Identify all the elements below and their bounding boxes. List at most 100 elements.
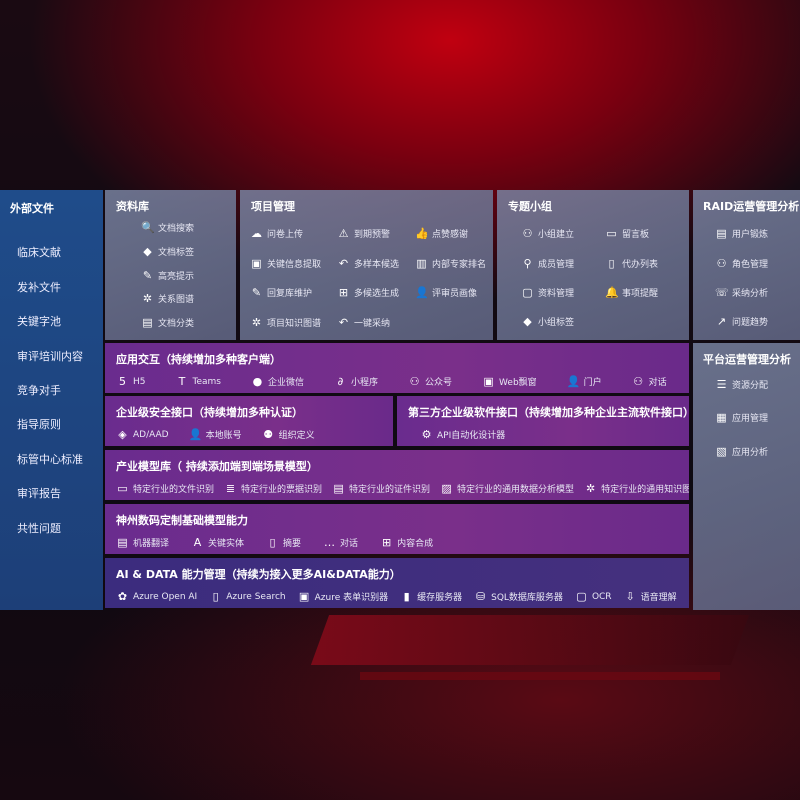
panel-title: 外部文件 bbox=[10, 202, 54, 215]
industry-item-4[interactable]: ✲ 特定行业的通用知识图谱模型 bbox=[584, 482, 689, 495]
project-item-5[interactable]: ▥ 内部专家排名 bbox=[415, 257, 486, 270]
platform-item-0[interactable]: ☰ 资源分配 bbox=[715, 378, 768, 391]
project-item-6[interactable]: ✎ 回复库维护 bbox=[250, 286, 312, 299]
sidebar-item-7[interactable]: 审评报告 bbox=[17, 487, 61, 500]
app-item-1[interactable]: T Teams bbox=[176, 375, 221, 388]
app-item-0[interactable]: 5 H5 bbox=[116, 375, 146, 388]
window-icon: ▣ bbox=[483, 375, 494, 388]
group-item-5[interactable]: 🔔 事项提醒 bbox=[605, 286, 658, 299]
ai-item-4[interactable]: ⛁ SQL数据库服务器 bbox=[474, 590, 563, 603]
base-item-0[interactable]: ▤ 机器翻译 bbox=[116, 536, 169, 549]
group-item-4[interactable]: ▢ 资料管理 bbox=[521, 286, 574, 299]
library-item-4[interactable]: ▤ 文档分类 bbox=[141, 316, 194, 329]
item-label: 机器翻译 bbox=[133, 539, 170, 549]
group-item-1[interactable]: ▭ 留言板 bbox=[605, 227, 649, 240]
industry-item-2[interactable]: ▤ 特定行业的证件识别 bbox=[332, 482, 430, 495]
project-item-0[interactable]: ☁ 问卷上传 bbox=[250, 227, 303, 240]
base-item-2[interactable]: ▯ 摘要 bbox=[266, 536, 302, 549]
app-item-2[interactable]: ● 企业微信 bbox=[251, 375, 304, 388]
group-item-0[interactable]: ⚇ 小组建立 bbox=[521, 227, 574, 240]
item-label: 特定行业的通用数据分析模型 bbox=[457, 485, 575, 495]
group-item-3[interactable]: ▯ 代办列表 bbox=[605, 257, 658, 270]
id-card-icon: ▤ bbox=[716, 227, 727, 240]
doc-search-icon: 🔍 bbox=[141, 221, 155, 234]
panel-title: 项目管理 bbox=[251, 200, 295, 213]
database-icon: ⛁ bbox=[476, 590, 486, 603]
base-item-4[interactable]: ⊞ 内容合成 bbox=[380, 536, 433, 549]
alarm-icon: ⚠ bbox=[338, 227, 349, 240]
decor-line bbox=[360, 672, 720, 680]
item-label: 代办列表 bbox=[622, 260, 659, 270]
raid-item-2[interactable]: ☏ 采纳分析 bbox=[715, 286, 768, 299]
security-item-0[interactable]: ◈ AD/AAD bbox=[116, 428, 168, 441]
project-item-8[interactable]: 👤 评审员画像 bbox=[415, 286, 477, 299]
item-label: 本地账号 bbox=[205, 431, 242, 441]
item-label: 文档标签 bbox=[158, 248, 195, 258]
item-label: 缓存服务器 bbox=[417, 593, 463, 603]
graph-icon: ✲ bbox=[142, 292, 153, 305]
project-item-10[interactable]: ↶ 一键采纳 bbox=[337, 316, 390, 329]
project-item-4[interactable]: ↶ 多样本候选 bbox=[337, 257, 399, 270]
app-item-3[interactable]: ∂ 小程序 bbox=[334, 375, 378, 388]
ai-item-0[interactable]: ✿ Azure Open AI bbox=[116, 590, 197, 603]
pen-icon: ✎ bbox=[142, 269, 153, 282]
raid-item-3[interactable]: ↗ 问题趋势 bbox=[715, 315, 768, 328]
ai-item-5[interactable]: ▢ OCR bbox=[575, 590, 611, 603]
industry-item-0[interactable]: ▭ 特定行业的文件识别 bbox=[116, 482, 214, 495]
panel-title: 第三方企业级软件接口（持续增加多种企业主流软件接口） bbox=[408, 406, 689, 419]
item-label: Web飘窗 bbox=[499, 378, 537, 388]
sidebar-item-6[interactable]: 标管中心标准 bbox=[17, 453, 83, 466]
chat-icon: … bbox=[324, 536, 336, 549]
ai-item-6[interactable]: ⇩ 语音理解 bbox=[624, 590, 676, 603]
portal-icon: 👤 bbox=[566, 375, 581, 388]
project-item-2[interactable]: 👍 点赞感谢 bbox=[415, 227, 468, 240]
app-item-7[interactable]: ⚇ 对话 bbox=[632, 375, 666, 388]
sidebar-item-4[interactable]: 竞争对手 bbox=[17, 384, 61, 397]
raid-item-0[interactable]: ▤ 用户锻炼 bbox=[715, 227, 768, 240]
industry-item-3[interactable]: ▨ 特定行业的通用数据分析模型 bbox=[440, 482, 574, 495]
thirdparty-item-0[interactable]: ⚙ API自动化设计器 bbox=[420, 428, 506, 441]
item-label: 摘要 bbox=[283, 539, 302, 549]
sidebar-item-1[interactable]: 发补文件 bbox=[17, 281, 61, 294]
ai-item-3[interactable]: ▮ 缓存服务器 bbox=[400, 590, 463, 603]
security-item-2[interactable]: ⚉ 组织定义 bbox=[262, 428, 314, 441]
sidebar-item-8[interactable]: 共性问题 bbox=[17, 522, 61, 535]
teams-icon: T bbox=[178, 375, 186, 388]
app-item-4[interactable]: ⚇ 公众号 bbox=[408, 375, 452, 388]
industry-item-1[interactable]: ≣ 特定行业的票据识别 bbox=[224, 482, 322, 495]
project-item-7[interactable]: ⊞ 多候选生成 bbox=[337, 286, 399, 299]
library-item-2[interactable]: ✎ 高亮提示 bbox=[141, 269, 194, 282]
project-item-9[interactable]: ✲ 项目知识图谱 bbox=[250, 316, 321, 329]
group-panel: 专题小组 bbox=[497, 190, 689, 340]
group-icon: ⚇ bbox=[522, 227, 533, 240]
gear-icon: ⚙ bbox=[421, 428, 432, 441]
raid-item-1[interactable]: ⚇ 角色管理 bbox=[715, 257, 768, 270]
base-item-3[interactable]: … 对话 bbox=[323, 536, 358, 549]
project-item-3[interactable]: ▣ 关键信息提取 bbox=[250, 257, 321, 270]
security-item-1[interactable]: 👤 本地账号 bbox=[189, 428, 242, 441]
library-item-3[interactable]: ✲ 关系图谱 bbox=[141, 292, 194, 305]
app-item-6[interactable]: 👤 门户 bbox=[567, 375, 602, 388]
platform-item-2[interactable]: ▧ 应用分析 bbox=[715, 445, 768, 458]
entity-icon: A bbox=[193, 536, 202, 549]
ai-item-1[interactable]: ▯ Azure Search bbox=[209, 590, 286, 603]
library-item-0[interactable]: 🔍 文档搜索 bbox=[141, 221, 194, 234]
external-files-panel: 外部文件 bbox=[0, 190, 103, 610]
library-item-1[interactable]: ◆ 文档标签 bbox=[141, 245, 194, 258]
sidebar-item-0[interactable]: 临床文献 bbox=[17, 246, 61, 259]
platform-item-1[interactable]: ▦ 应用管理 bbox=[715, 411, 768, 424]
group-item-2[interactable]: ⚲ 成员管理 bbox=[521, 257, 574, 270]
item-label: 成员管理 bbox=[538, 260, 575, 270]
item-label: 小组标签 bbox=[538, 318, 575, 328]
thumbs-up-icon: 👍 bbox=[415, 227, 429, 240]
chat-users-icon: ⚇ bbox=[633, 375, 644, 388]
ai-item-2[interactable]: ▣ Azure 表单识别器 bbox=[298, 590, 388, 603]
item-label: 回复库维护 bbox=[267, 289, 313, 299]
sidebar-item-3[interactable]: 审评培训内容 bbox=[17, 350, 83, 363]
project-item-1[interactable]: ⚠ 到期预警 bbox=[337, 227, 390, 240]
app-item-5[interactable]: ▣ Web飘窗 bbox=[482, 375, 537, 388]
group-item-6[interactable]: ◆ 小组标签 bbox=[521, 315, 574, 328]
sidebar-item-2[interactable]: 关键字池 bbox=[17, 315, 61, 328]
base-item-1[interactable]: A 关键实体 bbox=[191, 536, 244, 549]
sidebar-item-5[interactable]: 指导原则 bbox=[17, 418, 61, 431]
